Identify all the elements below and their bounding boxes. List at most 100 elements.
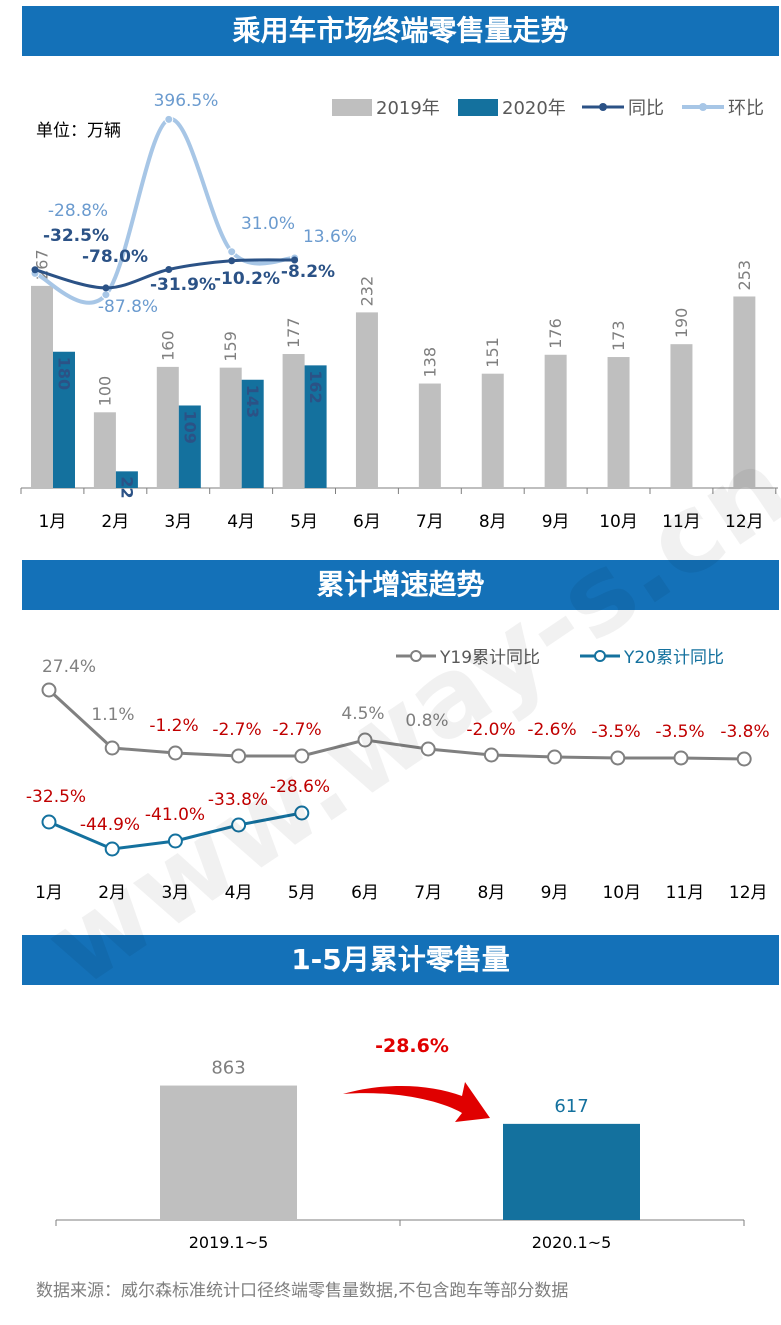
- bar: [160, 1085, 297, 1220]
- y19-label: 4.5%: [341, 704, 384, 724]
- y19-label: -3.8%: [720, 722, 769, 742]
- yoy-label: -32.5%: [43, 226, 109, 246]
- y20-label: -28.6%: [270, 777, 330, 797]
- x-tick-label: 9月: [542, 512, 570, 532]
- x-tick-label: 5月: [290, 512, 318, 532]
- y19-point: [547, 749, 563, 765]
- bar-2019-label: 190: [672, 308, 691, 339]
- chart2-title: 累计增速趋势: [22, 560, 779, 610]
- bar-2019-label: 138: [420, 347, 439, 378]
- y20-label: -41.0%: [145, 805, 205, 825]
- y19-label: -3.5%: [655, 722, 704, 742]
- y19-label: -1.2%: [149, 716, 198, 736]
- cumulative-growth-chart: 27.4% 1.1% -1.2% -2.7% -2.7% 4.5% 0.8% -2.0% -2.…: [26, 648, 770, 903]
- bar: [503, 1123, 640, 1220]
- bar-2019: [670, 344, 693, 488]
- x-tick-label: 12月: [725, 512, 764, 532]
- y19-point: [673, 750, 689, 766]
- yoy-point: [228, 257, 236, 265]
- bar-2019-label: 159: [221, 331, 240, 362]
- y19-label: -2.7%: [272, 720, 321, 740]
- x-tick-label: 8月: [477, 883, 505, 903]
- bar-value-label: 617: [554, 1096, 588, 1117]
- chart3-title: 1-5月累计零售量: [22, 935, 779, 985]
- x-tick-label: 3月: [164, 512, 192, 532]
- y19-point: [736, 751, 752, 767]
- y19-point: [294, 748, 310, 764]
- x-tick-label: 12月: [729, 883, 768, 903]
- x-tick-label: 6月: [353, 512, 381, 532]
- y19-point: [167, 745, 183, 761]
- x-tick-label: 9月: [541, 883, 569, 903]
- x-tick-label: 1月: [35, 883, 63, 903]
- monthly-retail-chart: 2671801月100222月1601093月1591434月1771625月2…: [20, 91, 778, 532]
- bar-2019: [418, 383, 441, 488]
- y19-label: -2.7%: [212, 720, 261, 740]
- y19-point: [610, 750, 626, 766]
- mom-point: [164, 114, 174, 124]
- bar-2019-label: 173: [609, 320, 628, 351]
- bar-2019: [355, 312, 378, 488]
- bar-2020: [115, 471, 138, 488]
- yoy-label: -10.2%: [214, 269, 280, 289]
- x-tick-label: 3月: [161, 883, 189, 903]
- bar-2020: [241, 379, 264, 488]
- x-tick-label: 7月: [414, 883, 442, 903]
- y19-point: [420, 741, 436, 757]
- y19-point: [41, 682, 57, 698]
- bar-2019-label: 151: [483, 337, 502, 368]
- bar-2020-label: 22: [117, 476, 136, 498]
- legend-2019-label: 2019年: [376, 98, 440, 119]
- mom-label: -28.8%: [48, 201, 108, 221]
- y19-label: 0.8%: [405, 711, 448, 731]
- yoy-point: [291, 256, 299, 264]
- bar-2019-label: 232: [357, 276, 376, 307]
- x-tick-label: 2月: [101, 512, 129, 532]
- bar-2019: [481, 373, 504, 488]
- x-tick-label: 11月: [666, 883, 705, 903]
- bar-2020: [178, 405, 201, 488]
- x-tick-label: 8月: [479, 512, 507, 532]
- yoy-label: -78.0%: [82, 247, 148, 267]
- x-tick-label: 10月: [602, 883, 641, 903]
- y19-label: 1.1%: [91, 705, 134, 725]
- y20-point: [294, 805, 310, 821]
- bar-2019: [733, 296, 756, 488]
- y19-label: -3.5%: [591, 722, 640, 742]
- y19-label: 27.4%: [42, 657, 96, 677]
- y20-point: [167, 833, 183, 849]
- bar-2019-label: 253: [735, 260, 754, 291]
- bar-2020-label: 162: [306, 370, 325, 403]
- x-tick-label: 2020.1~5: [532, 1233, 612, 1252]
- y20-point: [231, 817, 247, 833]
- bar-2019-label: 160: [158, 330, 177, 361]
- cumulative-retail-chart: 863 2019.1~5 617 2020.1~5 -28.6%: [55, 1035, 745, 1252]
- y20-point: [104, 841, 120, 857]
- legend-yoy-marker: [599, 103, 607, 111]
- bar-2020-label: 143: [243, 385, 262, 418]
- bar-2019: [544, 354, 567, 488]
- bar-2019-label: 176: [546, 318, 565, 349]
- y19-point: [357, 732, 373, 748]
- x-tick-label: 4月: [227, 512, 255, 532]
- y20-label: -33.8%: [208, 790, 268, 810]
- legend-y19-label: Y19累计同比: [439, 648, 540, 668]
- bar-2019-label: 177: [284, 317, 303, 348]
- unit-label: 单位：万辆: [36, 121, 121, 141]
- change-label: -28.6%: [375, 1035, 449, 1057]
- mom-label: 396.5%: [154, 91, 219, 111]
- legend-2020-label: 2020年: [502, 98, 566, 119]
- bar-2019: [607, 357, 630, 488]
- y20-label: -32.5%: [26, 787, 86, 807]
- y19-point: [104, 740, 120, 756]
- x-tick-label: 6月: [351, 883, 379, 903]
- bar-2020-label: 109: [180, 410, 199, 443]
- footnote: 数据来源：威尔森标准统计口径终端零售量数据,不包含跑车等部分数据: [36, 1281, 569, 1301]
- x-tick-label: 11月: [662, 512, 701, 532]
- bar-2020-label: 180: [55, 357, 74, 390]
- change-arrow: [343, 1082, 490, 1122]
- legend-y20-label: Y20累计同比: [623, 648, 724, 668]
- mom-label: 13.6%: [303, 227, 357, 247]
- yoy-point: [31, 266, 39, 274]
- x-tick-label: 10月: [599, 512, 638, 532]
